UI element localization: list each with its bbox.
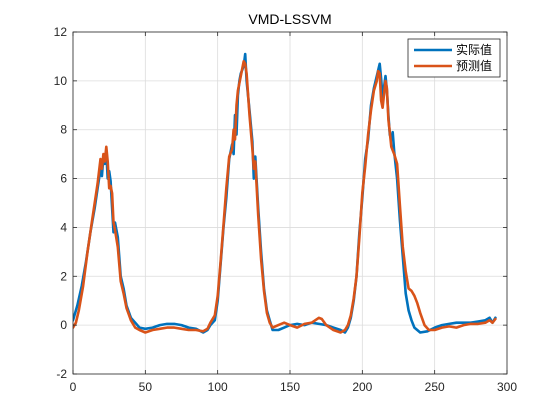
legend-box — [407, 38, 501, 78]
chart-title: VMD-LSSVM — [248, 11, 331, 27]
x-tick-label: 250 — [425, 380, 445, 394]
x-tick-label: 100 — [208, 380, 228, 394]
x-tick-label: 0 — [70, 380, 77, 394]
y-tick-label: 6 — [60, 172, 67, 186]
x-tick-label: 150 — [280, 380, 300, 394]
y-tick-label: 8 — [60, 123, 67, 137]
legend-label-1: 实际值 — [456, 42, 492, 57]
y-tick-label: 0 — [60, 318, 67, 332]
x-tick-label: 200 — [352, 380, 372, 394]
y-tick-label: 12 — [54, 25, 68, 39]
series-lines — [73, 52, 497, 334]
x-tick-label: 50 — [139, 380, 153, 394]
y-tick-label: 4 — [60, 220, 67, 234]
legend-label-2: 预测值 — [456, 58, 492, 73]
x-tick-label: 300 — [497, 380, 517, 394]
y-tick-label: 10 — [54, 74, 68, 88]
y-tick-label: 2 — [60, 269, 67, 283]
axis-ticks — [72, 31, 508, 375]
y-tick-label: -2 — [56, 367, 67, 381]
series-line-2 — [73, 59, 497, 334]
